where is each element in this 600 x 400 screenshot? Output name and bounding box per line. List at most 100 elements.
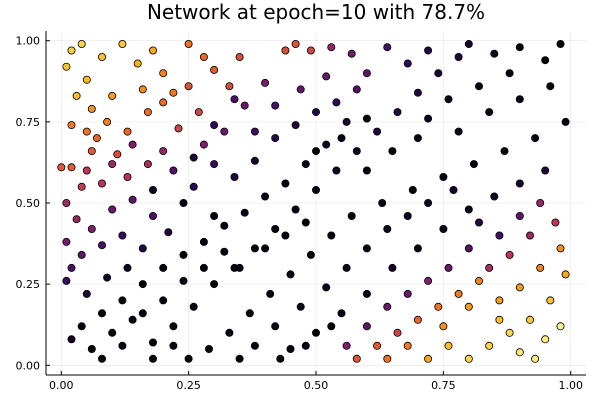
data-point [210, 280, 219, 289]
data-point [189, 302, 198, 311]
data-point [362, 114, 371, 123]
data-point [454, 289, 463, 298]
data-point [337, 309, 346, 318]
data-point [118, 341, 127, 350]
data-point [311, 328, 320, 337]
data-point [123, 263, 132, 272]
data-point [77, 40, 86, 49]
data-point [148, 185, 157, 194]
data-point [413, 315, 422, 324]
data-points [57, 40, 570, 363]
data-point [362, 244, 371, 253]
data-point [424, 354, 433, 363]
data-point [424, 46, 433, 55]
data-point [159, 69, 168, 78]
data-point [286, 344, 295, 353]
data-point [383, 43, 392, 52]
data-point [108, 91, 117, 100]
data-point [118, 40, 127, 49]
tick-marks [46, 40, 572, 375]
data-point [164, 228, 173, 237]
data-point [301, 218, 310, 227]
data-point [342, 117, 351, 126]
data-point [388, 147, 397, 156]
data-point [439, 172, 448, 181]
data-point [261, 78, 270, 87]
x-tick-labels: 0.00 0.25 0.50 0.75 1.00 [49, 379, 583, 392]
data-point [322, 283, 331, 292]
chart-title: Network at epoch=10 with 78.7% [147, 0, 485, 24]
data-point [352, 147, 361, 156]
y-tick-label: 0.75 [16, 116, 41, 129]
data-point [352, 354, 361, 363]
data-point [454, 127, 463, 136]
y-tick-labels: 0.00 0.25 0.50 0.75 1.00 [16, 35, 41, 373]
data-point [77, 322, 86, 331]
data-point [373, 127, 382, 136]
data-point [505, 250, 514, 259]
data-point [98, 53, 107, 62]
data-point [464, 205, 473, 214]
data-point [189, 153, 198, 162]
data-point [362, 69, 371, 78]
x-tick-label: 1.00 [558, 379, 583, 392]
data-point [551, 218, 560, 227]
data-point [505, 69, 514, 78]
data-point [515, 348, 524, 357]
data-point [337, 134, 346, 143]
x-tick-label: 0.75 [431, 379, 456, 392]
data-point [77, 250, 86, 259]
data-point [362, 322, 371, 331]
data-point [128, 195, 137, 204]
data-point [82, 289, 91, 298]
data-point [454, 53, 463, 62]
data-point [133, 59, 142, 68]
data-point [245, 309, 254, 318]
data-point [541, 335, 550, 344]
data-point [403, 211, 412, 220]
data-point [515, 95, 524, 104]
data-point [485, 108, 494, 117]
data-point [87, 104, 96, 113]
data-point [388, 263, 397, 272]
data-point [383, 302, 392, 311]
data-point [526, 231, 535, 240]
data-point [291, 205, 300, 214]
data-point [373, 341, 382, 350]
data-point [230, 172, 239, 181]
data-point [199, 140, 208, 149]
data-point [184, 40, 193, 49]
data-point [113, 150, 122, 159]
data-point [82, 75, 91, 84]
data-point [148, 46, 157, 55]
data-point [62, 237, 71, 246]
data-point [261, 244, 270, 253]
data-point [439, 224, 448, 233]
data-point [276, 354, 285, 363]
data-point [87, 344, 96, 353]
data-point [67, 46, 76, 55]
data-point [556, 40, 565, 49]
data-point [526, 315, 535, 324]
data-point [118, 296, 127, 305]
data-point [546, 296, 555, 305]
data-point [98, 309, 107, 318]
data-point [556, 244, 565, 253]
data-point [128, 315, 137, 324]
data-point [301, 341, 310, 350]
data-point [143, 108, 152, 117]
data-point [469, 160, 478, 169]
x-tick-label: 0.50 [304, 379, 329, 392]
data-point [362, 289, 371, 298]
data-point [179, 250, 188, 259]
data-point [271, 101, 280, 110]
data-point [541, 166, 550, 175]
data-point [67, 335, 76, 344]
data-point [464, 302, 473, 311]
data-point [225, 82, 234, 91]
data-point [108, 205, 117, 214]
data-point [138, 85, 147, 94]
data-point [362, 166, 371, 175]
data-point [515, 43, 524, 52]
data-point [311, 185, 320, 194]
